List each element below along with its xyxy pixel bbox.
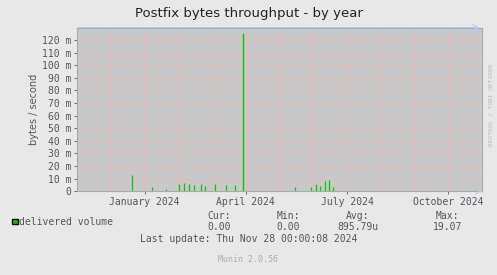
- Text: Max:: Max:: [435, 211, 459, 221]
- Text: 0.00: 0.00: [276, 222, 300, 232]
- Text: 19.07: 19.07: [432, 222, 462, 232]
- Text: Postfix bytes throughput - by year: Postfix bytes throughput - by year: [135, 7, 362, 20]
- Text: delivered volume: delivered volume: [19, 217, 113, 227]
- Text: Last update: Thu Nov 28 00:00:08 2024: Last update: Thu Nov 28 00:00:08 2024: [140, 234, 357, 244]
- Text: Munin 2.0.56: Munin 2.0.56: [219, 255, 278, 264]
- Text: 0.00: 0.00: [207, 222, 231, 232]
- Text: 895.79u: 895.79u: [337, 222, 378, 232]
- Text: RRDTOOL / TOBI OETIKER: RRDTOOL / TOBI OETIKER: [488, 63, 493, 146]
- Text: Min:: Min:: [276, 211, 300, 221]
- Text: Cur:: Cur:: [207, 211, 231, 221]
- Y-axis label: bytes / second: bytes / second: [29, 74, 39, 145]
- Text: Avg:: Avg:: [346, 211, 370, 221]
